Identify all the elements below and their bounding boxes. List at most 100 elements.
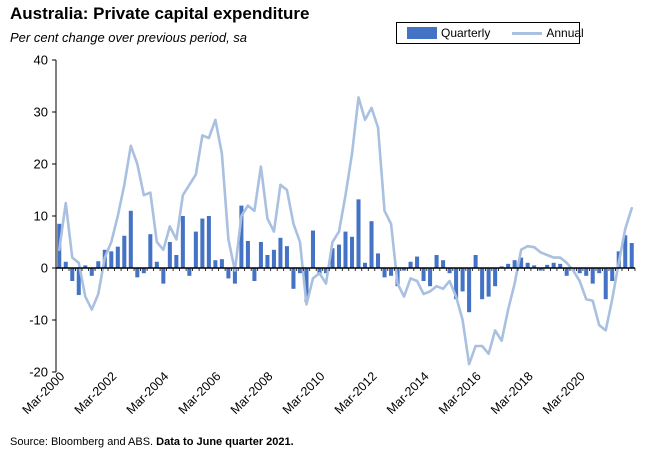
bar-quarterly [278, 237, 283, 268]
y-tick-label: 30 [34, 105, 48, 120]
bar-quarterly [493, 268, 498, 287]
y-tick-label: 0 [41, 261, 48, 276]
bar-quarterly [70, 268, 75, 281]
legend-swatch-quarterly [407, 27, 437, 39]
x-tick-label: Mar-2006 [176, 369, 224, 417]
bar-quarterly [213, 260, 218, 268]
bar-quarterly [349, 236, 355, 268]
bar-quarterly [421, 268, 426, 281]
bar-quarterly [265, 255, 270, 268]
bar-quarterly [226, 268, 231, 279]
bar-quarterly [467, 268, 472, 313]
bar-quarterly [415, 256, 420, 268]
bar-quarterly [161, 268, 166, 284]
bar-quarterly [219, 259, 224, 268]
chart-subtitle: Per cent change over previous period, sa [10, 30, 248, 45]
x-tick-label: Mar-2016 [436, 369, 484, 417]
bar-quarterly [538, 268, 543, 271]
bar-quarterly [519, 257, 524, 268]
source-prefix: Source: Bloomberg and ABS. [10, 436, 154, 448]
bar-quarterly [428, 268, 433, 287]
bar-quarterly [363, 262, 368, 268]
bar-quarterly [115, 246, 120, 268]
bar-quarterly [434, 255, 439, 268]
bar-quarterly [63, 261, 68, 268]
bar-quarterly [343, 231, 348, 268]
x-tick-label: Mar-2008 [228, 369, 276, 417]
bar-quarterly [291, 268, 296, 289]
bar-quarterly [506, 263, 511, 268]
x-tick-label: Mar-2020 [540, 369, 588, 417]
x-tick-label: Mar-2012 [332, 369, 380, 417]
bar-quarterly [239, 205, 244, 268]
bar-quarterly [525, 262, 530, 268]
source-note: Source: Bloomberg and ABS. Data to June … [10, 436, 294, 448]
legend-label-annual: Annual [546, 26, 584, 40]
bar-quarterly [271, 249, 276, 268]
bar-quarterly [590, 268, 595, 284]
series-line-annual [57, 96, 634, 366]
x-tick-label: Mar-2004 [124, 369, 172, 417]
bar-quarterly [389, 268, 394, 276]
bar-quarterly [447, 268, 452, 274]
y-tick-label: 10 [34, 209, 48, 224]
bar-quarterly [402, 268, 407, 271]
chart-title: Australia: Private capital expenditure [10, 4, 310, 23]
bar-quarterly [206, 216, 211, 268]
bar-quarterly [623, 235, 628, 268]
bar-quarterly [545, 264, 550, 268]
bar-quarterly [258, 242, 263, 268]
bar-quarterly [610, 268, 615, 281]
bar-quarterly [83, 265, 88, 268]
bar-quarterly [245, 240, 250, 268]
chart-legend: Quarterly Annual [396, 22, 584, 44]
bar-quarterly [512, 260, 517, 268]
bar-quarterly [200, 218, 205, 268]
legend-item-annual: Annual [512, 26, 584, 40]
bar-quarterly [376, 253, 381, 268]
legend-label-quarterly: Quarterly [441, 26, 491, 40]
bar-quarterly [499, 266, 504, 268]
bar-quarterly [408, 261, 413, 268]
bar-quarterly [323, 268, 328, 274]
bar-quarterly [336, 244, 342, 268]
bar-quarterly [558, 263, 563, 268]
x-tick-label: Mar-2018 [488, 369, 536, 417]
bar-quarterly [564, 268, 569, 276]
bar-quarterly [148, 234, 153, 268]
bar-quarterly [597, 268, 602, 274]
bar-quarterly [109, 251, 114, 268]
y-tick-label: 40 [34, 53, 48, 68]
bar-quarterly [473, 255, 478, 268]
bar-quarterly [330, 248, 335, 268]
bar-quarterly [154, 261, 159, 268]
bar-quarterly [584, 268, 589, 276]
bar-quarterly [356, 199, 361, 268]
bar-quarterly [441, 260, 446, 268]
bar-quarterly [603, 268, 608, 300]
bar-quarterly [310, 230, 315, 268]
bar-quarterly [382, 268, 387, 278]
y-tick-label: -20 [29, 365, 48, 380]
y-tick-label: -10 [29, 313, 48, 328]
bar-quarterly [187, 268, 192, 276]
bar-quarterly [369, 221, 374, 268]
legend-item-quarterly: Quarterly [407, 26, 490, 40]
bar-quarterly [135, 268, 140, 278]
bar-quarterly [167, 242, 172, 268]
bar-quarterly [252, 268, 257, 281]
bar-quarterly [128, 210, 133, 268]
bar-quarterly [304, 268, 309, 302]
y-tick-label: 20 [34, 157, 48, 172]
bar-quarterly [629, 243, 634, 268]
bar-quarterly [122, 235, 127, 268]
bar-quarterly [480, 268, 485, 300]
x-tick-label: Mar-2014 [384, 369, 432, 417]
bar-quarterly [460, 268, 465, 292]
bar-quarterly [141, 268, 146, 274]
bar-quarterly [317, 268, 322, 275]
bar-quarterly [454, 268, 459, 300]
legend-swatch-annual [512, 31, 543, 35]
bar-quarterly [297, 268, 302, 274]
bar-quarterly [551, 262, 556, 268]
